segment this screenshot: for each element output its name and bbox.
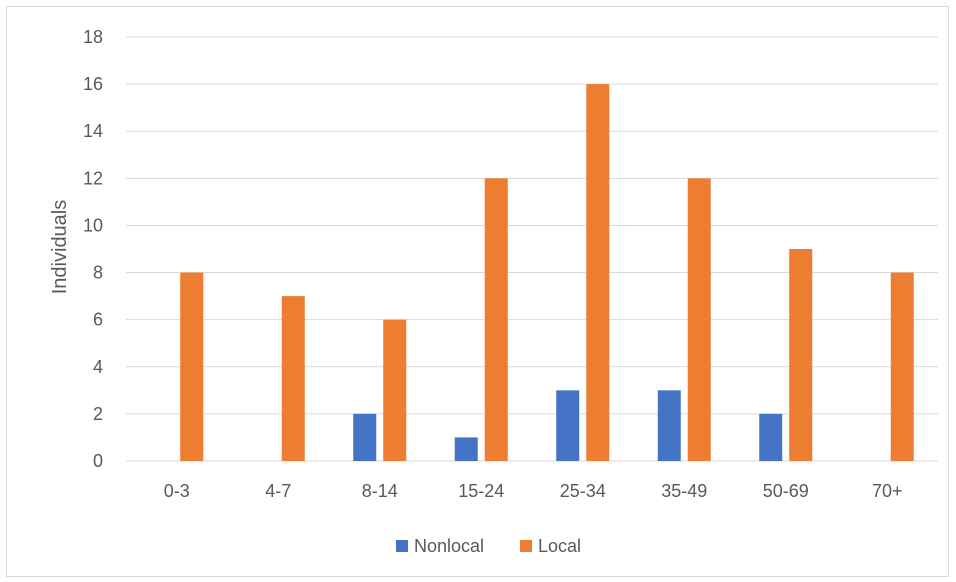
x-tick-label: 0-3: [164, 481, 190, 501]
x-tick-label: 35-49: [661, 481, 707, 501]
bar-local-25-34: [586, 84, 610, 461]
bar-local-0-3: [180, 272, 204, 461]
legend: Nonlocal Local: [396, 536, 581, 556]
legend-label-nonlocal: Nonlocal: [414, 536, 484, 556]
bar-local-4-7: [281, 296, 305, 461]
x-tick-label: 25-34: [560, 481, 606, 501]
y-tick-labels: 0 2 4 6 8 10 12 14 16 18: [83, 27, 103, 471]
x-tick-label: 4-7: [265, 481, 291, 501]
y-tick-label: 6: [93, 310, 103, 330]
gridlines: [126, 36, 938, 462]
bar-nonlocal-8-14: [353, 413, 377, 461]
y-tick-label: 18: [83, 27, 103, 47]
y-tick-label: 4: [93, 357, 103, 377]
y-tick-label: 2: [93, 404, 103, 424]
y-tick-label: 10: [83, 215, 103, 235]
y-tick-label: 0: [93, 451, 103, 471]
y-tick-label: 16: [83, 74, 103, 94]
bar-nonlocal-25-34: [556, 390, 580, 461]
bar-local-70+: [890, 272, 914, 461]
bar-local-50-69: [789, 249, 813, 461]
x-tick-label: 70+: [872, 481, 903, 501]
bar-nonlocal-35-49: [657, 390, 681, 461]
bar-local-35-49: [687, 178, 711, 462]
bar-local-15-24: [484, 178, 508, 462]
bar-local-8-14: [383, 319, 407, 461]
x-tick-label: 15-24: [458, 481, 504, 501]
bars: [180, 84, 914, 462]
y-axis-title: Individuals: [49, 200, 71, 295]
x-tick-label: 50-69: [763, 481, 809, 501]
y-tick-label: 14: [83, 121, 103, 141]
legend-swatch-local: [520, 540, 532, 552]
bar-nonlocal-50-69: [759, 413, 783, 461]
bar-nonlocal-15-24: [454, 437, 478, 461]
legend-label-local: Local: [538, 536, 581, 556]
y-tick-label: 8: [93, 263, 103, 283]
x-tick-label: 8-14: [362, 481, 398, 501]
legend-swatch-nonlocal: [396, 540, 408, 552]
x-tick-labels: 0-3 4-7 8-14 15-24 25-34 35-49 50-69 70+: [164, 481, 903, 501]
y-tick-label: 12: [83, 168, 103, 188]
